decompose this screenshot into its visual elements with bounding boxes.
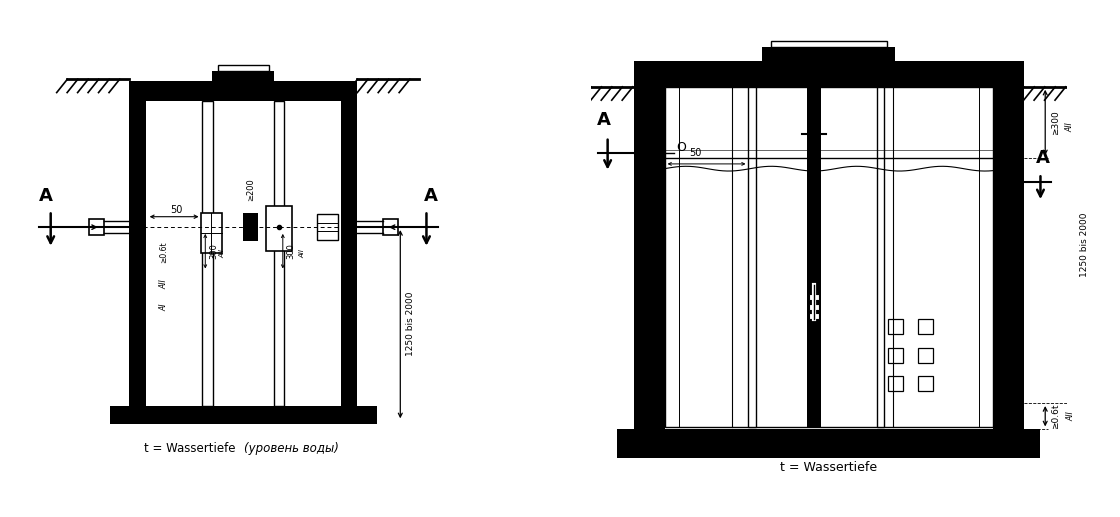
Bar xyxy=(88,219,104,235)
Bar xyxy=(340,101,357,405)
Text: AII: AII xyxy=(1067,412,1076,421)
Bar xyxy=(771,41,887,48)
Text: ≥300: ≥300 xyxy=(1051,110,1060,135)
Bar xyxy=(888,376,904,391)
Text: AII: AII xyxy=(159,280,168,289)
Bar xyxy=(888,319,904,334)
Bar xyxy=(888,347,904,363)
Text: ≥0.6t: ≥0.6t xyxy=(1051,403,1060,429)
Bar xyxy=(273,101,284,405)
Bar xyxy=(200,213,222,253)
Text: AII: AII xyxy=(300,249,306,258)
Text: A: A xyxy=(597,111,612,129)
Bar xyxy=(634,60,1024,87)
Text: 300: 300 xyxy=(209,243,218,259)
Text: A: A xyxy=(39,187,53,205)
Bar xyxy=(265,206,292,251)
Bar xyxy=(917,376,933,391)
Bar xyxy=(877,87,884,427)
Text: O: O xyxy=(676,141,687,154)
Bar xyxy=(679,87,979,427)
Text: 1250 bis 2000: 1250 bis 2000 xyxy=(1080,213,1089,277)
Bar xyxy=(218,65,269,71)
Text: t = Wassertiefe: t = Wassertiefe xyxy=(781,461,877,474)
Text: A: A xyxy=(1036,149,1049,167)
Bar xyxy=(809,313,819,319)
Bar xyxy=(213,71,274,81)
Text: 50: 50 xyxy=(690,148,702,158)
Bar xyxy=(809,295,819,300)
Bar xyxy=(809,304,819,310)
Bar xyxy=(917,319,933,334)
Text: ≥200: ≥200 xyxy=(246,178,255,201)
Text: AI: AI xyxy=(159,303,168,311)
Bar xyxy=(243,213,258,241)
Bar xyxy=(203,101,213,405)
Bar xyxy=(763,48,895,60)
Text: 1250 bis 2000: 1250 bis 2000 xyxy=(407,292,416,356)
Bar xyxy=(129,81,357,101)
Bar xyxy=(806,87,821,427)
Bar xyxy=(993,87,1024,429)
Text: ≥0.6t: ≥0.6t xyxy=(159,241,168,263)
Bar xyxy=(617,429,1040,458)
Bar xyxy=(110,405,376,423)
Bar xyxy=(383,219,398,235)
Bar xyxy=(634,87,664,429)
Bar xyxy=(748,87,756,427)
Bar xyxy=(664,87,993,427)
Text: AII: AII xyxy=(218,249,225,258)
Bar xyxy=(917,347,933,363)
Text: A: A xyxy=(424,187,438,205)
Bar xyxy=(129,101,146,405)
Text: (уровень воды): (уровень воды) xyxy=(244,442,339,455)
Text: t = Wassertiefe: t = Wassertiefe xyxy=(144,442,243,455)
Text: 50: 50 xyxy=(170,205,183,215)
Text: AII: AII xyxy=(1065,123,1074,132)
Text: 300: 300 xyxy=(287,243,296,259)
Bar xyxy=(317,214,338,240)
